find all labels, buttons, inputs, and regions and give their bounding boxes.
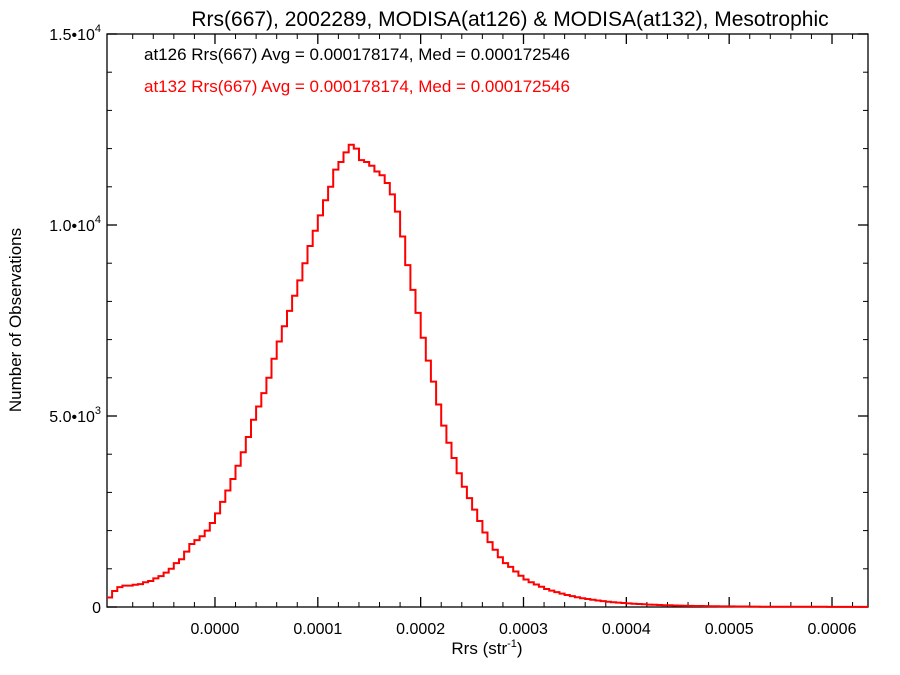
y-axis-label: Number of Observations [6, 228, 25, 412]
y-tick-label: 1.0•104 [49, 214, 101, 235]
plot-frame [106, 33, 869, 608]
x-tick-label: 0.0006 [808, 621, 857, 638]
chart-title: Rrs(667), 2002289, MODISA(at126) & MODIS… [191, 8, 828, 31]
series-line-at132 [107, 143, 868, 608]
y-tick-label: 0 [92, 600, 101, 617]
y-tick-label: 5.0•103 [49, 405, 101, 426]
x-tick-label: 0.0001 [293, 621, 342, 638]
x-axis-label-exponent: -1 [507, 638, 517, 650]
x-axis: 0.0000 0.0001 0.0002 0.0003 0.0004 0.0005 0.00… [132, 34, 857, 638]
x-tick-label: 0.0000 [191, 621, 240, 638]
y-tick-label: 1.5•104 [49, 23, 101, 44]
y-axis: 0 5.0•103 1.0•104 1.5•104 [49, 23, 868, 617]
x-tick-label: 0.0004 [602, 621, 651, 638]
x-axis-label-tail: ) [517, 639, 523, 658]
x-tick-label: 0.0005 [705, 621, 754, 638]
x-axis-label-main: Rrs (str [451, 639, 507, 658]
legend-entry-at132: at132 Rrs(667) Avg = 0.000178174, Med = … [144, 77, 570, 96]
legend-entry-at126: at126 Rrs(667) Avg = 0.000178174, Med = … [144, 45, 570, 64]
x-tick-label: 0.0002 [396, 621, 445, 638]
x-axis-label: Rrs (str-1) [451, 638, 522, 658]
x-tick-label: 0.0003 [499, 621, 548, 638]
